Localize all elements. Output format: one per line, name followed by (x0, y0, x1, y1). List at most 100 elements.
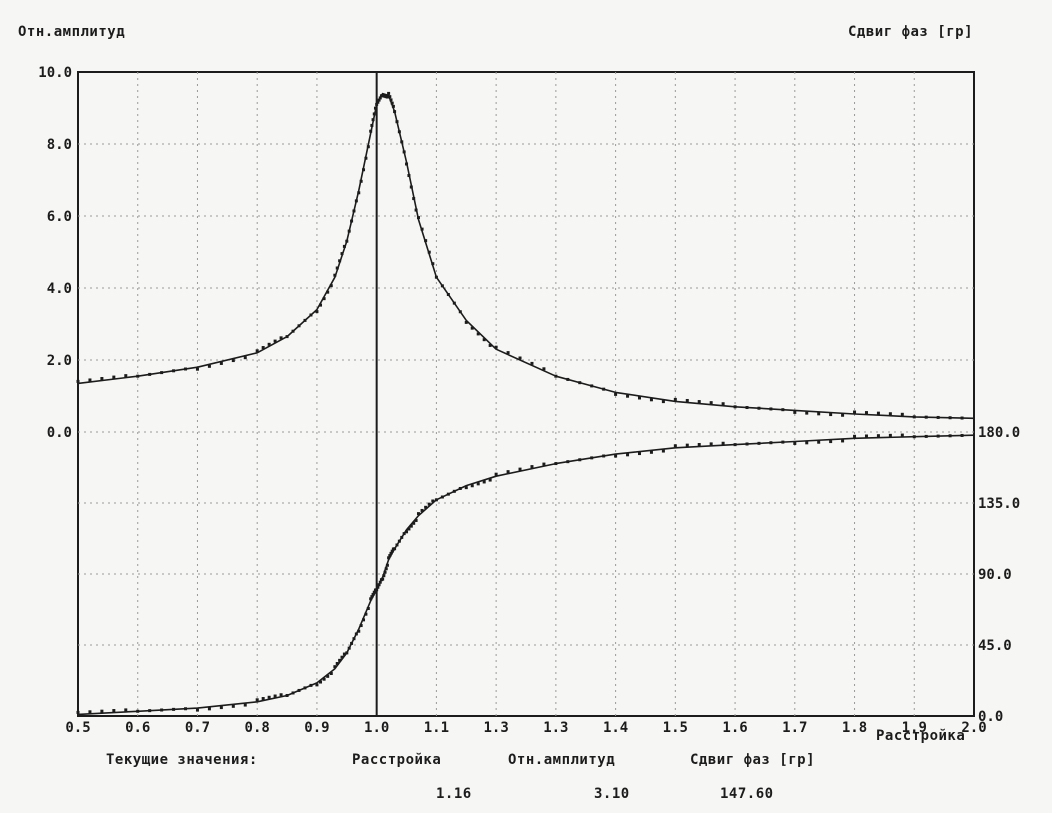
phase-point (470, 484, 474, 488)
phase-point (377, 583, 381, 587)
amplitude-point (371, 118, 375, 122)
amplitude-point (297, 324, 301, 328)
amplitude-point (733, 405, 737, 409)
amplitude-point (781, 408, 785, 412)
phase-point (375, 588, 379, 592)
amplitude-point (357, 191, 361, 195)
phase-point (685, 443, 689, 447)
amplitude-point (76, 379, 80, 383)
amplitude-point (390, 101, 394, 105)
phase-point (745, 442, 749, 446)
x-tick-label: 1.9 (902, 720, 927, 736)
amplitude-point (637, 396, 641, 400)
phase-point (431, 499, 435, 503)
phase-point (261, 697, 265, 701)
amplitude-point (470, 326, 474, 330)
phase-point (273, 694, 277, 698)
phase-point (124, 708, 128, 712)
phase-point (219, 706, 223, 710)
phase-point (578, 458, 582, 462)
amplitude-point (375, 102, 379, 106)
phase-point (482, 480, 486, 484)
phase-point (452, 489, 456, 493)
status-col3-value: 147.60 (720, 786, 774, 802)
amplitude-point (160, 371, 164, 375)
x-tick-label: 0.5 (65, 720, 90, 736)
x-tick-label: 1.7 (782, 720, 807, 736)
amplitude-point (416, 216, 420, 220)
x-tick-label: 1.4 (603, 720, 628, 736)
amplitude-point (427, 250, 431, 254)
amplitude-point (345, 239, 349, 243)
amplitude-point (184, 367, 188, 371)
phase-point (781, 440, 785, 444)
amplitude-point (948, 416, 952, 420)
status-col1-value: 1.16 (436, 786, 472, 802)
amplitude-point (267, 342, 271, 346)
amplitude-point (172, 369, 176, 373)
phase-point (602, 454, 606, 458)
x-tick-label: 1.8 (842, 720, 867, 736)
amplitude-point (309, 313, 313, 317)
phase-point (427, 502, 431, 506)
amplitude-point (335, 266, 339, 270)
amplitude-point (452, 301, 456, 305)
phase-point (207, 707, 211, 711)
amplitude-point (319, 303, 323, 307)
amplitude-point (136, 374, 140, 378)
phase-point (338, 658, 342, 662)
phase-point (912, 435, 916, 439)
amplitude-point (388, 95, 392, 99)
phase-point (389, 551, 393, 555)
phase-point (376, 585, 380, 589)
x-tick-label: 1.0 (364, 720, 389, 736)
amplitude-point (697, 400, 701, 404)
amplitude-point (440, 284, 444, 288)
phase-point (817, 440, 821, 444)
phase-point (400, 535, 404, 539)
amplitude-point (273, 339, 277, 343)
phase-point (464, 486, 468, 490)
x-tick-label: 1.5 (663, 720, 688, 736)
phase-point (948, 434, 952, 438)
amplitude-point (817, 412, 821, 416)
phase-point (420, 508, 424, 512)
y-right-tick-label: 45.0 (978, 638, 1012, 654)
phase-point (112, 709, 116, 713)
phase-point (364, 612, 368, 616)
x-tick-label: 1.6 (722, 720, 747, 736)
amplitude-point (900, 412, 904, 416)
phase-point (255, 698, 259, 702)
phase-point (383, 570, 387, 574)
phase-point (387, 556, 391, 560)
phase-point (649, 450, 653, 454)
amplitude-point (329, 284, 333, 288)
y-left-tick-label: 0.0 (47, 425, 72, 441)
amplitude-point (805, 411, 809, 415)
amplitude-point (279, 336, 283, 340)
x-tick-label: 2.0 (961, 720, 986, 736)
y-right-tick-label: 0.0 (978, 709, 1003, 725)
phase-point (231, 704, 235, 708)
phase-point (697, 443, 701, 447)
phase-point (326, 674, 330, 678)
phase-point (440, 495, 444, 499)
amplitude-point (400, 140, 404, 144)
phase-point (506, 470, 510, 474)
amplitude-point (255, 349, 259, 353)
amplitude-point (88, 378, 92, 382)
phase-point (354, 632, 358, 636)
status-col3-label: Сдвиг фаз [гр] (690, 752, 816, 768)
phase-point (876, 434, 880, 438)
amplitude-point (395, 120, 399, 124)
phase-point (416, 512, 420, 516)
amplitude-point (876, 411, 880, 415)
amplitude-point (566, 377, 570, 381)
phase-point (340, 655, 344, 659)
phase-point (369, 597, 373, 601)
amplitude-point (709, 401, 713, 405)
phase-point (434, 498, 438, 502)
amplitude-point (488, 343, 492, 347)
